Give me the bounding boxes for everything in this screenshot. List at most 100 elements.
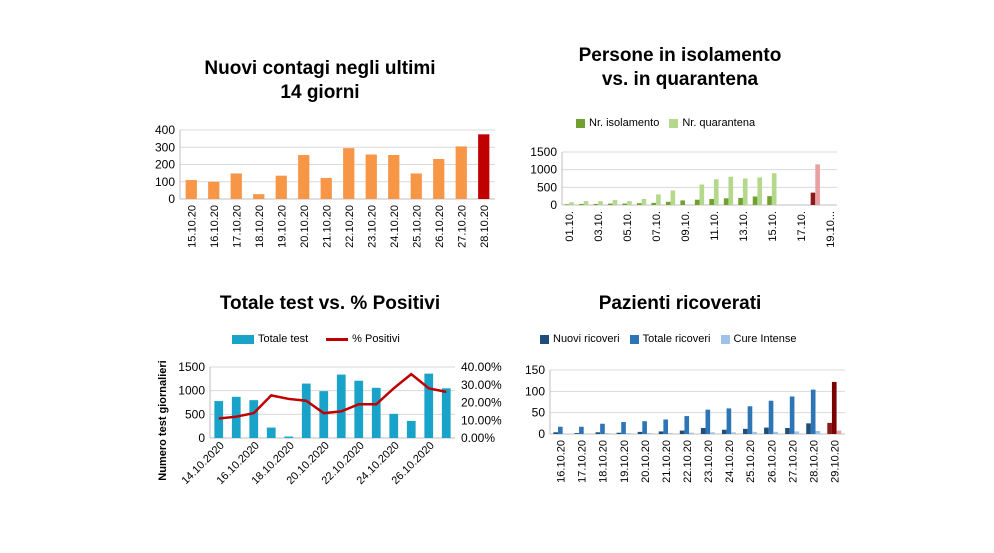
- legend-swatch: [232, 334, 254, 344]
- chart-isolamento-quarantena: 0 500 1000 1500 01.10. 03.10. 05.10. 07.10. 09.1…: [530, 145, 837, 248]
- chart-nuovi-contagi: 0 100 200 300 400 15.10.20 16.10.20 17.10.20 18.…: [155, 123, 495, 248]
- bar: [768, 400, 774, 434]
- chart-title-line-1: Nuovi contagi negli ultimi: [204, 58, 436, 79]
- bar: [815, 431, 821, 434]
- chart-title: Totale test vs. % Positivi: [219, 293, 441, 314]
- bar: [616, 432, 622, 434]
- bar: [301, 383, 311, 438]
- y2-tick-label: 40.00%: [461, 360, 502, 374]
- bar: [827, 422, 832, 434]
- y2-tick-label: 0.00%: [461, 431, 495, 445]
- x-tick-label: 24.10.20: [389, 205, 401, 248]
- bar: [583, 201, 589, 205]
- legend-item-totale-ricoveri: Totale ricoveri: [629, 333, 711, 345]
- x-tick-label: 09.10.: [680, 211, 692, 242]
- bar: [699, 184, 705, 205]
- bar: [764, 427, 769, 434]
- bar: [743, 428, 748, 434]
- bar: [705, 409, 711, 434]
- legend-swatch: [669, 118, 679, 128]
- bar: [478, 134, 490, 199]
- bar: [794, 431, 800, 434]
- legend-item-isolamento: Nr. isolamento: [576, 117, 659, 129]
- bar: [700, 428, 706, 434]
- bar: [742, 178, 748, 205]
- x-tick-label: 18.10.20: [254, 205, 266, 248]
- bar: [319, 391, 329, 438]
- chart-panel-isolamento-quarantena: Persone in isolamento vs. in quarantena …: [510, 42, 850, 282]
- x-tick-label: 19.10.20: [619, 440, 631, 483]
- bar: [625, 433, 631, 434]
- bar: [336, 374, 346, 438]
- bar: [424, 373, 434, 438]
- x-tick-label: 07.10.: [651, 211, 663, 242]
- bar: [710, 432, 715, 434]
- bar: [721, 429, 727, 434]
- bar: [731, 432, 736, 434]
- bar: [441, 388, 451, 438]
- bar: [836, 430, 842, 434]
- legend-label: Nr. quarantena: [682, 117, 756, 129]
- bar: [275, 175, 287, 199]
- bar: [371, 387, 381, 438]
- chart-title-line-2: vs. in quarantena: [601, 68, 759, 90]
- y-tick-label: 1000: [178, 384, 205, 398]
- line-series-positivi: [218, 372, 447, 420]
- bar: [694, 199, 700, 205]
- chart-panel-nuovi-contagi: Nuovi contagi negli ultimi 14 giorni 0 10…: [130, 52, 510, 292]
- legend-item-cure-intense: Cure Intense: [720, 333, 797, 345]
- bar: [569, 202, 574, 205]
- legend-item-totale-test: Totale test: [232, 333, 308, 345]
- bar: [622, 203, 628, 205]
- x-tick-label: 26.10.20: [766, 440, 778, 483]
- bar: [810, 389, 816, 434]
- chart-pazienti-ricoverati: 0 50 100 150 16.10.20 17.10.20 18.10.20 19.10.2…: [525, 363, 845, 483]
- y-tick-label: 100: [525, 384, 545, 398]
- x-tick-label: 11.10.: [709, 211, 721, 241]
- bar: [595, 432, 601, 434]
- bar: [579, 203, 584, 205]
- legend-swatch: [540, 334, 549, 344]
- legend-label: Cure Intense: [733, 333, 797, 345]
- y-tick-label: 0: [538, 427, 545, 441]
- bar: [757, 177, 763, 205]
- bar: [668, 433, 673, 434]
- chart-legend: Nuovi ricoveri Totale ricoveri Cure Inte…: [540, 333, 806, 345]
- bar: [684, 416, 690, 434]
- x-tick-label: 20.10.20: [640, 440, 652, 483]
- bar: [752, 431, 757, 434]
- bar: [214, 401, 224, 438]
- bar: [658, 431, 664, 434]
- legend-swatch: [720, 334, 730, 344]
- bar: [670, 190, 676, 205]
- y2-tick-label: 20.00%: [461, 396, 502, 410]
- y-tick-label: 0: [198, 431, 205, 445]
- bar: [641, 198, 647, 205]
- bar: [598, 201, 603, 205]
- x-tick-label: 05.10.: [622, 211, 634, 242]
- bar: [298, 155, 310, 199]
- bar: [343, 148, 355, 199]
- bar: [612, 200, 618, 205]
- x-tick-label: 17.10.20: [577, 440, 589, 483]
- legend-line: [326, 337, 349, 341]
- x-tick-label: 27.10.20: [787, 440, 799, 483]
- y-tick-label: 200: [155, 158, 175, 172]
- bar: [665, 201, 671, 205]
- chart-test-positivi: 0 500 1000 1500 0.00% 10.00% 20.00% 30.00% 40.00…: [157, 360, 502, 487]
- bar: [785, 428, 790, 434]
- y-tick-label: 100: [155, 175, 175, 189]
- y-tick-label: 1000: [530, 163, 557, 177]
- bar: [208, 181, 220, 199]
- y-tick-label: 150: [525, 363, 545, 377]
- bar: [789, 396, 795, 434]
- bar: [771, 173, 777, 205]
- bar: [579, 426, 584, 434]
- x-tick-label: 13.10.: [738, 211, 750, 242]
- bar: [284, 436, 294, 438]
- bar: [663, 419, 668, 434]
- bar: [738, 197, 743, 205]
- chart-title-line-2: 14 giorni: [280, 81, 360, 103]
- bar: [831, 381, 837, 434]
- y-tick-label: 300: [155, 140, 175, 154]
